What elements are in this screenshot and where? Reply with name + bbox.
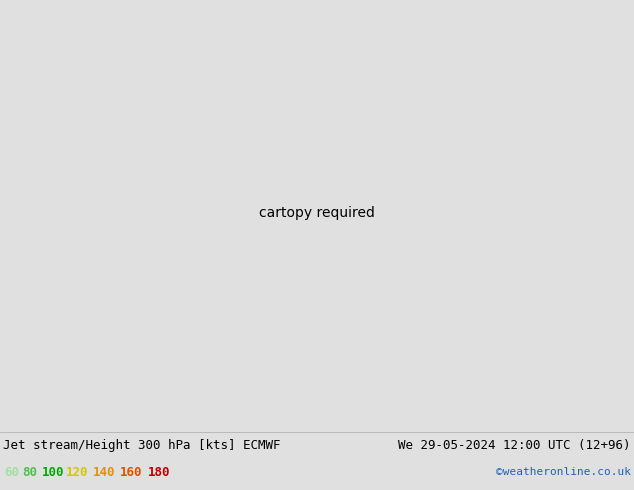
Text: 100: 100 xyxy=(42,466,65,479)
Text: ©weatheronline.co.uk: ©weatheronline.co.uk xyxy=(496,467,631,477)
Text: 120: 120 xyxy=(66,466,89,479)
Text: 60: 60 xyxy=(4,466,19,479)
Text: 180: 180 xyxy=(148,466,171,479)
Text: 80: 80 xyxy=(22,466,37,479)
Text: We 29-05-2024 12:00 UTC (12+96): We 29-05-2024 12:00 UTC (12+96) xyxy=(399,439,631,452)
Text: cartopy required: cartopy required xyxy=(259,206,375,220)
Text: Jet stream/Height 300 hPa [kts] ECMWF: Jet stream/Height 300 hPa [kts] ECMWF xyxy=(3,439,280,452)
Text: 140: 140 xyxy=(93,466,115,479)
Text: 160: 160 xyxy=(120,466,143,479)
